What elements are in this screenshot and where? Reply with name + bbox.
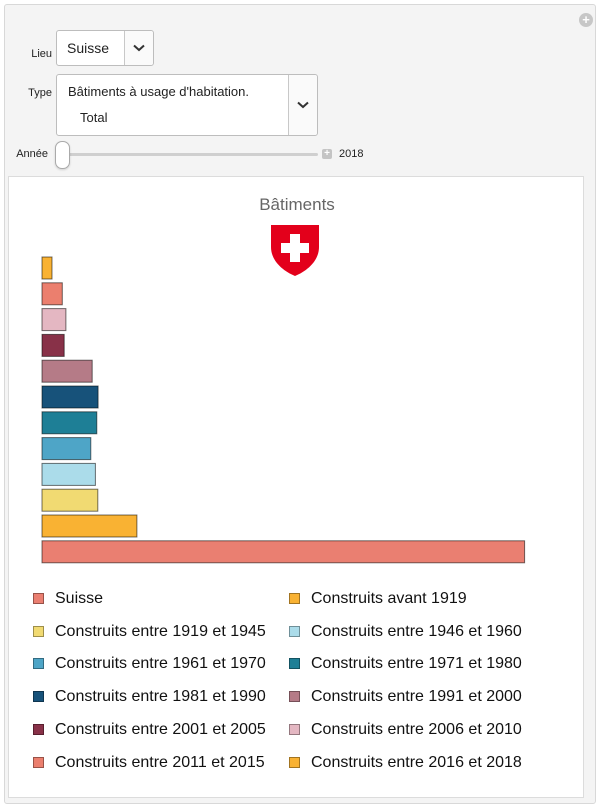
swiss-coat-of-arms-icon [271,225,319,276]
annee-label: Année [16,148,48,160]
slider-expand-icon[interactable]: + [322,149,332,159]
lieu-select[interactable]: Suisse [56,30,154,66]
legend-label: Construits entre 1919 et 1945 [55,622,266,640]
bar-construits-entre-1991-et-2000[interactable] [41,359,93,383]
type-select-line1: Bâtiments à usage d'habitation. [68,84,249,99]
legend-swatch [289,593,300,604]
bar-construits-entre-1981-et-1990[interactable] [41,385,99,409]
chart-title: Bâtiments [259,195,335,214]
legend-swatch [33,658,44,670]
legend-item: Construits entre 1919 et 1945 [33,622,288,642]
legend-item: Construits avant 1919 [289,589,554,609]
legend-label: Construits entre 1961 et 1970 [55,655,266,673]
bar-construits-entre-2001-et-2005[interactable] [41,333,65,357]
bar-suisse[interactable] [41,540,526,564]
bar-construits-entre-1919-et-1945[interactable] [41,488,99,512]
bar-construits-entre-1961-et-1970[interactable] [41,437,92,461]
type-select-line2: Total [80,110,108,125]
legend-label: Construits entre 2016 et 2018 [311,753,522,771]
bar-construits-entre-2006-et-2010[interactable] [41,308,67,332]
legend-item: Construits entre 2016 et 2018 [289,753,554,773]
bar-construits-avant-1919[interactable] [41,514,138,538]
legend-label: Construits entre 2011 et 2015 [55,753,265,771]
legend-item: Construits entre 1946 et 1960 [289,622,554,642]
legend-swatch [33,691,44,703]
legend-label: Construits entre 1946 et 1960 [311,622,522,640]
legend-item: Construits entre 1981 et 1990 [33,687,288,707]
legend-swatch [33,625,44,637]
legend-label: Construits avant 1919 [311,590,467,607]
chevron-down-icon [297,101,309,109]
legend-item: Construits entre 1991 et 2000 [289,687,554,707]
legend-swatch [33,593,44,604]
legend-item: Construits entre 2011 et 2015 [33,753,288,773]
legend-item: Construits entre 2001 et 2005 [33,720,288,740]
legend-swatch [289,756,300,768]
legend-swatch [33,756,44,768]
legend-item: Construits entre 1961 et 1970 [33,654,288,674]
lieu-label: Lieu [31,48,52,60]
legend-item: Construits entre 1971 et 1980 [289,654,554,674]
annee-slider-value: 2018 [339,148,364,160]
lieu-dropdown-button[interactable] [124,31,153,65]
legend-swatch [33,723,44,735]
chart-area: Bâtiments Suisse Construits avant 1919 Con… [8,176,584,798]
type-label: Type [28,87,52,99]
legend-label: Construits entre 1971 et 1980 [311,655,522,673]
type-dropdown-button[interactable] [288,75,317,135]
type-select[interactable]: Bâtiments à usage d'habitation. Total [56,74,318,136]
add-icon[interactable]: + [579,13,593,27]
legend-item: Construits entre 2006 et 2010 [289,720,554,740]
legend-label: Construits entre 2006 et 2010 [311,720,522,738]
legend-item: Suisse [33,589,288,609]
bar-construits-entre-1946-et-1960[interactable] [41,462,96,486]
legend-swatch [289,658,300,670]
legend-label: Construits entre 1981 et 1990 [55,688,266,706]
legend-swatch [289,723,300,735]
bar-construits-entre-2011-et-2015[interactable] [41,282,63,306]
bar-construits-entre-2016-et-2018[interactable] [41,256,53,280]
bar-construits-entre-1971-et-1980[interactable] [41,411,98,435]
legend-label: Construits entre 2001 et 2005 [55,720,266,738]
annee-slider-track[interactable] [66,153,318,156]
bar-chart [41,256,526,564]
legend-label: Suisse [55,590,104,607]
legend-label: Construits entre 1991 et 2000 [311,688,522,706]
annee-slider-thumb[interactable] [55,141,70,169]
chevron-down-icon [133,44,145,52]
legend-swatch [289,691,300,703]
legend-swatch [289,625,300,637]
lieu-select-value: Suisse [67,40,110,56]
